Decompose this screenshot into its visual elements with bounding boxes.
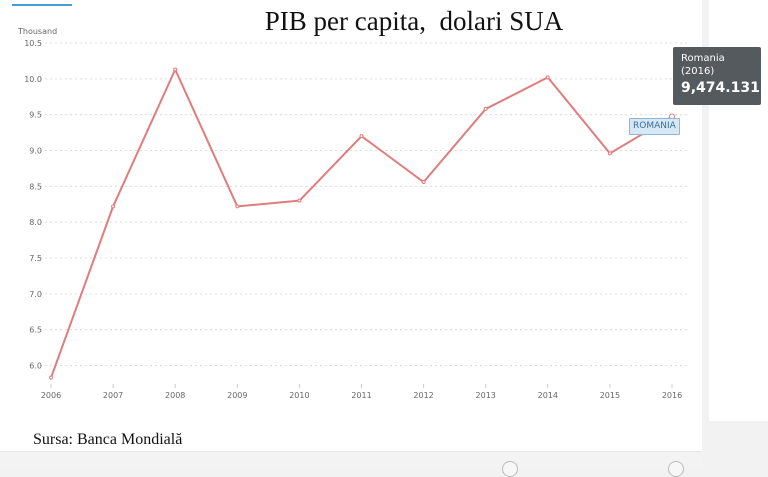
top-accent-bar (12, 4, 72, 6)
y-tick-label: 8.5 (29, 182, 42, 191)
scroll-circle-icon (668, 461, 684, 477)
x-tick-label: 2013 (476, 391, 496, 400)
series-label-romania[interactable]: ROMANIA (629, 118, 680, 135)
y-tick-label: 10.0 (24, 75, 42, 84)
y-tick-label: 8.0 (29, 218, 42, 227)
data-point[interactable] (49, 375, 53, 380)
y-tick-label: 7.5 (29, 254, 42, 263)
source-note: Sursa: Banca Mondială (33, 431, 183, 448)
x-tick-label: 2016 (662, 391, 682, 400)
x-tick-label: 2008 (165, 391, 185, 400)
line-chart: 6.06.57.07.58.08.59.09.510.010.5 2006 200… (17, 27, 690, 400)
data-point[interactable] (297, 198, 302, 203)
x-tick-label: 2011 (351, 391, 371, 400)
tooltip-country: Romania (681, 53, 725, 64)
data-point[interactable] (607, 151, 612, 156)
tooltip-year: (2016) (681, 66, 715, 77)
y-tick-label: 7.0 (29, 290, 42, 299)
data-points (49, 67, 675, 380)
x-tick-label: 2007 (103, 391, 123, 400)
data-point[interactable] (173, 67, 178, 72)
x-tick-label: 2006 (41, 391, 61, 400)
y-tick-label: 9.5 (29, 111, 42, 120)
x-axis-ticks: 2006 2007 2008 2009 2010 2011 2012 2013 2014 2015… (41, 384, 682, 400)
data-point[interactable] (111, 204, 116, 209)
y-tick-label: 6.5 (29, 326, 42, 335)
data-point[interactable] (421, 180, 426, 185)
data-point[interactable] (483, 106, 488, 111)
series-line-romania[interactable] (50, 68, 673, 379)
chart-title: PIB per capita, dolari SUA (264, 6, 564, 36)
bottom-strip (0, 451, 702, 467)
y-tick-label: 6.0 (29, 362, 42, 371)
data-point[interactable] (235, 204, 240, 209)
x-tick-label: 2010 (289, 391, 309, 400)
y-axis-ticks: 6.0 6.5 7.0 7.5 8.0 8.5 9.0 9.5 10.0 10.5 (24, 39, 42, 371)
y-axis-unit-label: Thousand (17, 27, 57, 36)
data-point[interactable] (359, 134, 364, 139)
data-point[interactable] (545, 75, 550, 80)
x-tick-label: 2014 (538, 391, 558, 400)
tooltip-value: 9,474.131 (681, 80, 760, 96)
x-tick-label: 2012 (413, 391, 433, 400)
scroll-circle-icon (502, 461, 518, 477)
gridlines (40, 42, 690, 366)
chart-panel (0, 0, 702, 466)
x-tick-label: 2015 (600, 391, 620, 400)
y-tick-label: 10.5 (24, 39, 42, 48)
y-tick-label: 9.0 (29, 147, 42, 156)
x-tick-label: 2009 (227, 391, 247, 400)
data-tooltip: Romania (2016) 9,474.131 (673, 47, 761, 105)
